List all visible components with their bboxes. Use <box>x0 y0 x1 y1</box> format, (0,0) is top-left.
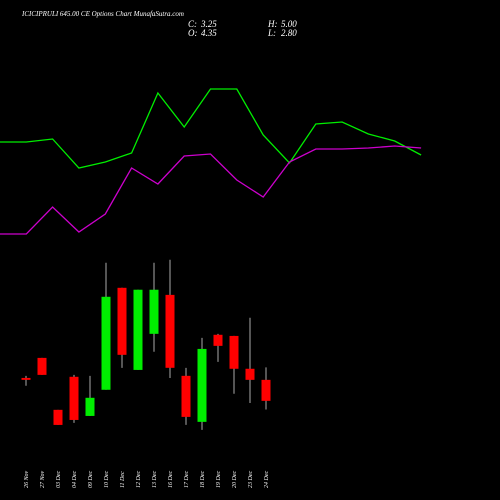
candle-body <box>117 287 127 355</box>
stat-key: H: <box>267 19 278 29</box>
x-tick-label: 23 Dec <box>248 471 254 488</box>
candle-body <box>53 409 63 425</box>
candle-body <box>85 397 95 416</box>
x-tick-label: 09 Dec <box>88 471 94 488</box>
x-tick-label: 10 Dec <box>104 471 110 488</box>
stat-value: 5.00 <box>281 19 297 29</box>
stat-key: L: <box>267 28 276 38</box>
candle-body <box>21 377 31 380</box>
candle-body <box>261 379 271 401</box>
candle-body <box>213 334 223 346</box>
stat-value: 2.80 <box>281 28 297 38</box>
line-series <box>0 145 422 235</box>
candle-body <box>69 376 79 420</box>
candle-body <box>133 289 143 370</box>
candle-body <box>101 296 111 390</box>
stat-value: 4.35 <box>201 28 217 38</box>
stat-key: O: <box>188 28 198 38</box>
x-tick-label: 17 Dec <box>184 471 190 488</box>
stat-value: 3.25 <box>200 19 217 29</box>
line-series <box>0 88 422 169</box>
x-tick-label: 04 Dec <box>71 471 78 488</box>
candle-body <box>149 289 159 334</box>
x-tick-label: 11 Dec <box>120 471 126 488</box>
x-tick-label: 26 Nov <box>24 470 30 488</box>
stat-key: C: <box>188 19 197 29</box>
x-tick-label: 24 Dec <box>263 471 270 488</box>
candle-body <box>229 335 239 369</box>
chart-title: ICICIPRULI 645.00 CE Options Chart Munaf… <box>21 10 184 18</box>
candle-body <box>165 294 175 368</box>
x-tick-label: 18 Dec <box>200 471 206 488</box>
candle-body <box>197 348 207 422</box>
x-tick-label: 16 Dec <box>168 471 174 488</box>
candle-body <box>245 368 255 380</box>
candle-body <box>37 357 47 375</box>
x-tick-label: 12 Dec <box>136 471 142 488</box>
x-tick-label: 03 Dec <box>56 471 62 488</box>
x-tick-label: 27 Nov <box>40 470 46 488</box>
x-tick-label: 13 Dec <box>152 471 158 488</box>
candle-body <box>181 375 191 417</box>
x-tick-label: 20 Dec <box>232 471 238 488</box>
x-tick-label: 19 Dec <box>216 471 222 488</box>
